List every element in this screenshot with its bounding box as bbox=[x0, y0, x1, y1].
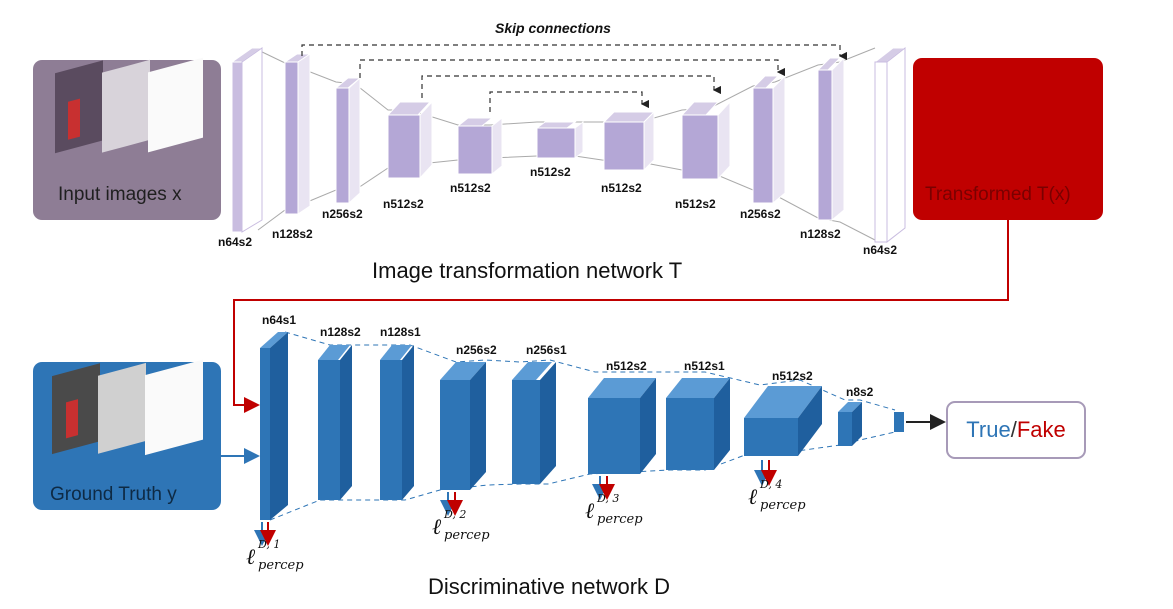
gen-layer-4 bbox=[386, 100, 433, 180]
transformed-output-box bbox=[913, 58, 1103, 220]
generator-layers bbox=[230, 46, 907, 244]
disc-label-5: n256s1 bbox=[526, 343, 567, 357]
skip-4 bbox=[489, 91, 650, 112]
gen-label-1: n64s2 bbox=[218, 235, 252, 249]
gen-layer-5 bbox=[456, 116, 503, 176]
result-box: True / Fake bbox=[946, 401, 1086, 459]
disc-layer-1 bbox=[260, 332, 288, 520]
gen-label-5: n512s2 bbox=[450, 181, 491, 195]
disc-label-7: n512s1 bbox=[684, 359, 725, 373]
disc-layer-5 bbox=[512, 362, 556, 484]
disc-layer-labels: n64s1 n128s2 n128s1 n256s2 n256s1 n512s2… bbox=[262, 313, 874, 399]
disc-layer-7 bbox=[666, 378, 730, 470]
disc-layer-3 bbox=[380, 345, 414, 500]
disc-label-4: n256s2 bbox=[456, 343, 497, 357]
skip-3 bbox=[421, 75, 722, 98]
skip-1 bbox=[301, 44, 848, 61]
ground-truth-label: Ground Truth y bbox=[50, 484, 177, 505]
input-images-label: Input images x bbox=[58, 184, 182, 205]
gen-label-9: n256s2 bbox=[740, 207, 781, 221]
disc-layer-9 bbox=[838, 402, 862, 446]
input-image-stack bbox=[55, 57, 203, 154]
disc-label-2: n128s2 bbox=[320, 325, 361, 339]
loss-1: ℓ D, 1 percep bbox=[246, 538, 304, 573]
disc-layer-6 bbox=[588, 378, 656, 474]
gen-label-10: n128s2 bbox=[800, 227, 841, 241]
gen-label-3: n256s2 bbox=[322, 207, 363, 221]
skip-connections-label: Skip connections bbox=[495, 20, 611, 36]
gen-layer-10 bbox=[816, 56, 845, 222]
loss-4: ℓ D, 4 percep bbox=[748, 478, 806, 513]
skip-connections bbox=[301, 44, 848, 112]
gen-label-11: n64s2 bbox=[863, 243, 897, 257]
gen-label-8: n512s2 bbox=[675, 197, 716, 211]
discriminator-layers bbox=[260, 332, 904, 520]
gen-layer-2 bbox=[283, 53, 312, 215]
gen-label-2: n128s2 bbox=[272, 227, 313, 241]
gen-layer-3 bbox=[334, 76, 362, 205]
loss-3: ℓ D, 3 percep bbox=[585, 492, 643, 527]
gen-layer-11 bbox=[873, 46, 907, 244]
gen-layer-8 bbox=[680, 100, 731, 181]
disc-label-1: n64s1 bbox=[262, 313, 296, 327]
gen-layer-7 bbox=[602, 110, 656, 172]
loss-2: ℓ D, 2 percep bbox=[432, 508, 490, 543]
result-fake: Fake bbox=[1016, 417, 1066, 442]
disc-label-3: n128s1 bbox=[380, 325, 421, 339]
gen-layer-labels: n64s2 n128s2 n256s2 n512s2 n512s2 n512s2… bbox=[218, 165, 897, 257]
disc-label-8: n512s2 bbox=[772, 369, 813, 383]
disc-label-9: n8s2 bbox=[846, 385, 874, 399]
discriminator-title: Discriminative network D bbox=[428, 574, 671, 599]
gen-label-7: n512s2 bbox=[601, 181, 642, 195]
transformed-label: Transformed T(x) bbox=[925, 184, 1071, 205]
skip-2 bbox=[359, 59, 786, 78]
disc-layer-4 bbox=[440, 362, 486, 490]
transformed-to-discriminator-line bbox=[233, 220, 1009, 413]
result-true: True bbox=[966, 417, 1011, 442]
gen-label-4: n512s2 bbox=[383, 197, 424, 211]
disc-layer-8 bbox=[744, 386, 822, 456]
disc-layer-10 bbox=[894, 412, 904, 432]
gen-label-6: n512s2 bbox=[530, 165, 571, 179]
disc-label-6: n512s2 bbox=[606, 359, 647, 373]
loss-arrows bbox=[254, 460, 777, 546]
gen-layer-1 bbox=[230, 47, 264, 233]
disc-layer-2 bbox=[318, 345, 352, 500]
gen-layer-6 bbox=[535, 121, 584, 159]
generator-title: Image transformation network T bbox=[372, 258, 683, 283]
gt-image-stack bbox=[52, 359, 203, 456]
discriminator-connectors bbox=[269, 331, 896, 521]
result-separator: / bbox=[1010, 417, 1017, 442]
gen-layer-9 bbox=[751, 74, 786, 205]
